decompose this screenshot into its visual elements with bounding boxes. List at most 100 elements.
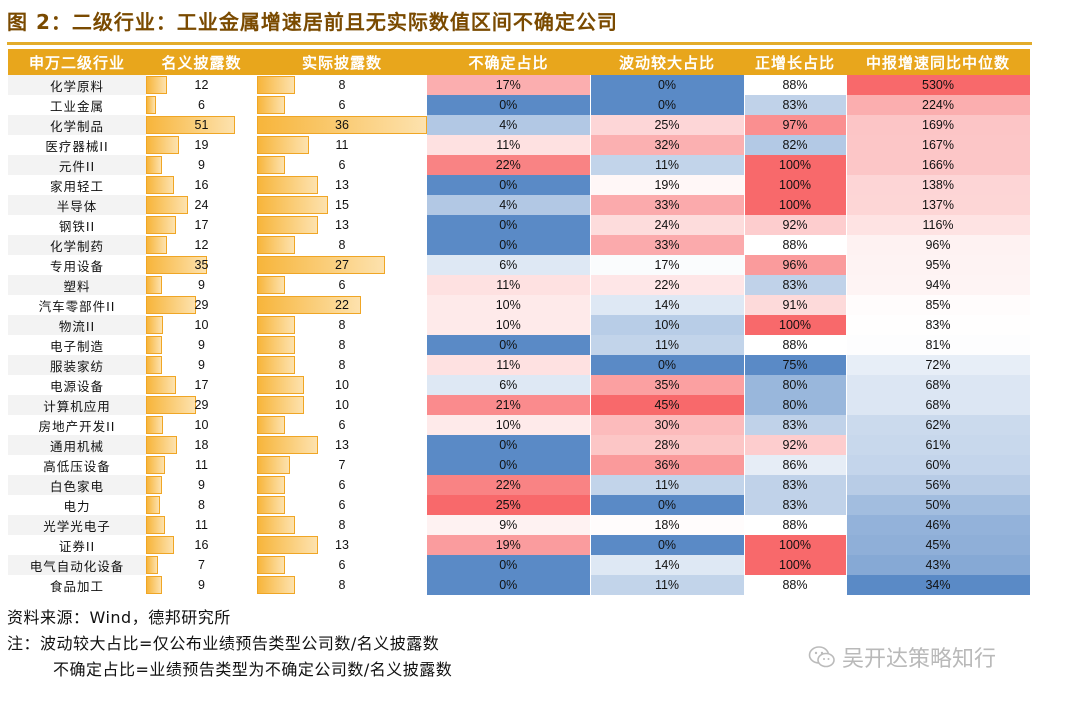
volatile-cell: 0%	[590, 95, 745, 115]
nominal-value: 12	[194, 238, 209, 252]
table-row: 元件II 9 6 22% 11% 100% 166%	[8, 155, 1031, 175]
nominal-value: 9	[198, 578, 205, 592]
nominal-bar	[146, 296, 197, 314]
positive-cell: 86%	[744, 455, 847, 475]
volatile-cell: 25%	[590, 115, 745, 135]
median-growth-cell: 138%	[846, 175, 1031, 195]
industry-cell: 化学制药	[49, 238, 104, 254]
positive-cell: 100%	[744, 535, 847, 555]
industry-cell: 化学制品	[49, 118, 104, 134]
table-row: 汽车零部件II 29 22 10% 14% 91% 85%	[8, 295, 1031, 315]
actual-bar	[257, 396, 305, 414]
nominal-value: 9	[198, 338, 205, 352]
table-row: 光学光电子 11 8 9% 18% 88% 46%	[8, 515, 1031, 535]
median-growth-cell: 56%	[846, 475, 1031, 495]
nominal-bar	[146, 516, 166, 534]
actual-bar	[257, 576, 295, 594]
nominal-cell: 51	[146, 115, 257, 135]
nominal-value: 9	[198, 278, 205, 292]
median-growth-cell: 60%	[846, 455, 1031, 475]
positive-cell: 96%	[744, 255, 847, 275]
table-row: 电气自动化设备 7 6 0% 14% 100% 43%	[8, 555, 1031, 575]
nominal-bar	[146, 136, 180, 154]
actual-value: 6	[338, 478, 346, 492]
nominal-value: 29	[194, 398, 209, 412]
uncertain-cell: 11%	[427, 275, 591, 295]
median-growth-cell: 81%	[846, 335, 1031, 355]
nominal-bar	[146, 436, 178, 454]
table-row: 钢铁II 17 13 0% 24% 92% 116%	[8, 215, 1031, 235]
nominal-value: 18	[194, 438, 209, 452]
median-growth-cell: 43%	[846, 555, 1031, 575]
uncertain-cell: 4%	[427, 115, 591, 135]
uncertain-cell: 22%	[427, 155, 591, 175]
median-growth-cell: 224%	[846, 95, 1031, 115]
industry-cell: 物流II	[58, 318, 96, 334]
header-positive: 正增长占比	[744, 49, 846, 75]
median-growth-cell: 34%	[846, 575, 1031, 595]
actual-bar	[257, 476, 286, 494]
industry-cell: 证券II	[58, 538, 96, 554]
nominal-value: 10	[194, 318, 209, 332]
actual-value: 8	[338, 518, 346, 532]
industry-table: 申万二级行业 名义披露数 实际披露数 不确定占比 波动较大占比 正增长占比 中报…	[8, 49, 1031, 595]
positive-cell: 100%	[744, 175, 847, 195]
median-growth-cell: 62%	[846, 415, 1031, 435]
median-growth-cell: 137%	[846, 195, 1031, 215]
positive-cell: 83%	[744, 415, 847, 435]
nominal-cell: 29	[146, 295, 257, 315]
actual-value: 13	[335, 178, 349, 192]
table-row: 化学制药 12 8 0% 33% 88% 96%	[8, 235, 1031, 255]
actual-cell: 6	[257, 95, 427, 115]
nominal-cell: 19	[146, 135, 257, 155]
table-row: 房地产开发II 10 6 10% 30% 83% 62%	[8, 415, 1031, 435]
actual-value: 6	[338, 98, 346, 112]
figure-title: 图 2：二级行业：工业金属增速居前且无实际数值区间不确定公司	[7, 10, 618, 34]
uncertain-cell: 4%	[427, 195, 591, 215]
actual-bar	[257, 176, 319, 194]
actual-value: 6	[338, 418, 346, 432]
header-volatile: 波动较大占比	[590, 49, 744, 75]
actual-bar	[257, 536, 319, 554]
nominal-value: 6	[198, 98, 205, 112]
nominal-value: 16	[194, 538, 209, 552]
table-row: 高低压设备 11 7 0% 36% 86% 60%	[8, 455, 1031, 475]
nominal-cell: 29	[146, 395, 257, 415]
actual-cell: 8	[257, 315, 427, 335]
volatile-cell: 0%	[590, 355, 745, 375]
uncertain-cell: 6%	[427, 255, 591, 275]
uncertain-cell: 0%	[427, 455, 591, 475]
industry-cell: 电源设备	[49, 378, 104, 394]
actual-cell: 8	[257, 515, 427, 535]
volatile-cell: 14%	[590, 555, 745, 575]
actual-cell: 36	[257, 115, 427, 135]
uncertain-cell: 0%	[427, 215, 591, 235]
positive-cell: 83%	[744, 95, 847, 115]
table-row: 专用设备 35 27 6% 17% 96% 95%	[8, 255, 1031, 275]
median-growth-cell: 45%	[846, 535, 1031, 555]
uncertain-cell: 0%	[427, 95, 591, 115]
positive-cell: 80%	[744, 375, 847, 395]
positive-cell: 92%	[744, 215, 847, 235]
nominal-cell: 7	[146, 555, 257, 575]
actual-cell: 22	[257, 295, 427, 315]
table-body: 化学原料 12 8 17% 0% 88% 530% 工业金属 6 6 0% 0% 83% 224% 化学制品…	[8, 75, 1031, 595]
industry-cell: 医疗器械II	[45, 138, 109, 154]
table-row: 电源设备 17 10 6% 35% 80% 68%	[8, 375, 1031, 395]
actual-cell: 8	[257, 575, 427, 595]
nominal-value: 8	[198, 498, 205, 512]
volatile-cell: 17%	[590, 255, 745, 275]
actual-cell: 15	[257, 195, 427, 215]
volatile-cell: 19%	[590, 175, 745, 195]
actual-bar	[257, 556, 286, 574]
actual-value: 6	[338, 498, 346, 512]
industry-cell: 塑料	[63, 278, 91, 294]
nominal-bar	[146, 556, 159, 574]
nominal-bar	[146, 256, 207, 274]
nominal-value: 9	[198, 158, 205, 172]
nominal-value: 17	[194, 218, 209, 232]
actual-value: 27	[335, 258, 349, 272]
source-note: 资料来源：Wind，德邦研究所	[7, 608, 231, 627]
actual-value: 8	[338, 78, 346, 92]
nominal-value: 29	[194, 298, 209, 312]
